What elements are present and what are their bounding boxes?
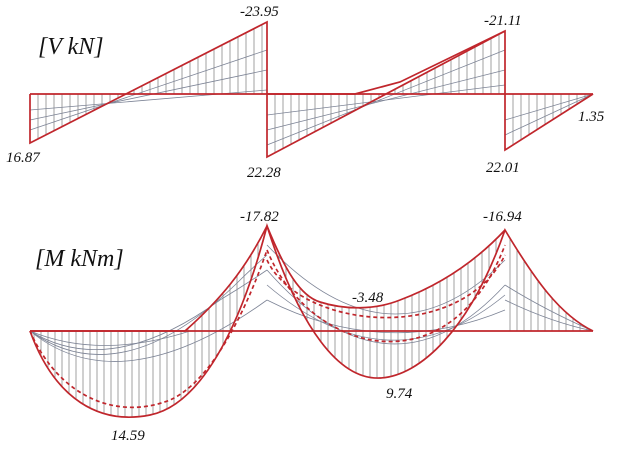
shear-envelope-span-2-upper <box>267 30 506 95</box>
shear-diagram: [V kN] -23.95 -21.11 16.87 22.28 22.01 1… <box>6 4 605 181</box>
moment-inner-lines <box>29 244 594 362</box>
shear-label-span2-start: 22.28 <box>247 165 281 181</box>
moment-label-span2-max: 9.74 <box>386 386 413 402</box>
shear-envelope-span-3 <box>504 93 594 152</box>
shear-label-span3-start: 22.01 <box>486 160 520 176</box>
shear-inner-lines <box>29 49 594 146</box>
moment-envelope-span-2-dashed <box>266 244 506 343</box>
shear-hatching <box>29 24 586 157</box>
shear-inner-line <box>504 93 594 136</box>
shear-envelope-span-1 <box>29 20 268 145</box>
moment-label-span2-min: -3.48 <box>352 290 384 306</box>
shear-inner-line <box>29 49 268 131</box>
shear-label-span1-start: 16.87 <box>6 150 41 166</box>
shear-title: [V kN] <box>38 34 104 60</box>
shear-label-span2-end: -21.11 <box>484 13 522 29</box>
moment-diagram: [M kNm] -17.82 -16.94 -3.48 9.74 14.59 <box>29 209 594 444</box>
moment-label-support1: -17.82 <box>240 209 279 225</box>
shear-label-span3-end: 1.35 <box>578 109 605 125</box>
moment-title: [M kNm] <box>35 246 124 272</box>
shear-inner-line <box>29 69 268 121</box>
moment-label-support2: -16.94 <box>483 209 522 225</box>
shear-label-span1-end: -23.95 <box>240 4 279 20</box>
moment-label-span1-max: 14.59 <box>111 428 145 444</box>
shear-inner-line <box>266 84 506 116</box>
moment-envelope-upper <box>30 223 506 332</box>
shear-inner-line <box>504 93 594 121</box>
shear-inner-line <box>266 49 506 146</box>
shear-inner-line <box>29 89 268 111</box>
